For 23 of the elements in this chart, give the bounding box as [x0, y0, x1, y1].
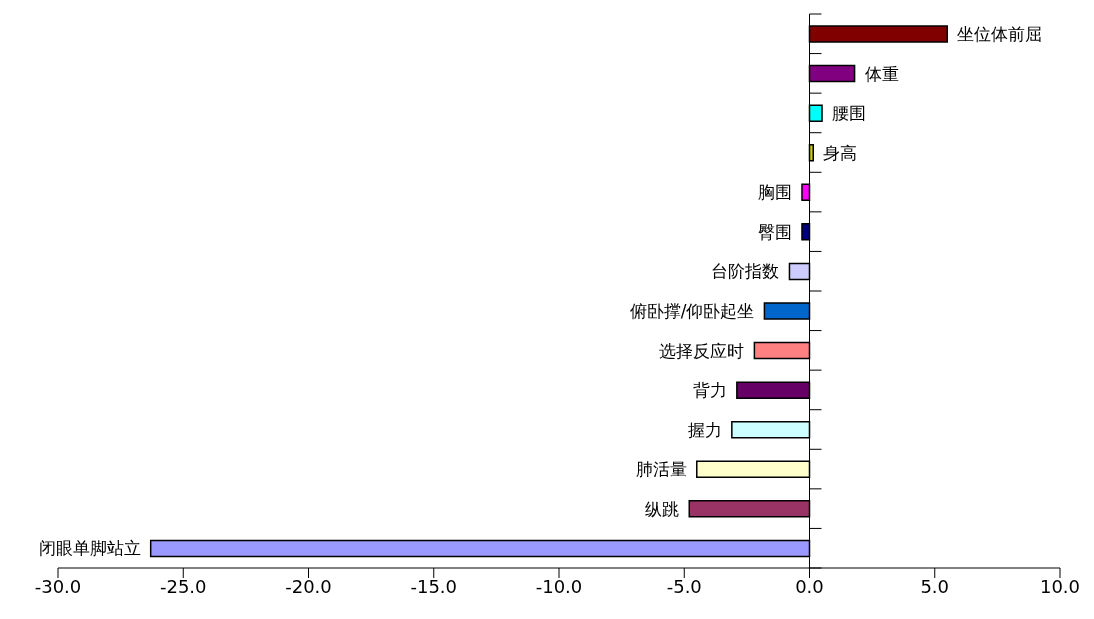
y-tick-label: 俯卧撑/仰卧起坐	[629, 300, 755, 321]
x-tick-label: 10.0	[1039, 575, 1081, 597]
y-tick-label: 选择反应时	[659, 340, 745, 361]
y-tick-label: 闭眼单脚站立	[38, 538, 141, 559]
y-tick-label: 台阶指数	[711, 261, 780, 282]
x-tick-label: 5.0	[920, 575, 950, 597]
x-tick-label: -15.0	[410, 575, 458, 597]
y-tick-label: 坐位体前屈	[957, 23, 1043, 44]
x-tick-label: -10.0	[535, 575, 583, 597]
y-tick-label: 握力	[687, 419, 722, 440]
y-tick-label: 胸围	[757, 182, 792, 203]
x-tick-label: 0.0	[795, 575, 824, 597]
y-tick-label: 肺活量	[635, 459, 687, 480]
y-tick-label: 纵跳	[645, 498, 680, 519]
x-tick-label: -30.0	[34, 575, 82, 597]
y-tick-label: 身高	[823, 142, 858, 163]
x-tick-label: -5.0	[666, 575, 702, 597]
y-tick-label: 腰围	[832, 103, 867, 124]
x-tick-label: -20.0	[285, 575, 332, 597]
y-tick-label: 臀围	[757, 221, 792, 242]
x-tick-label: -25.0	[159, 575, 207, 597]
y-tick-label: 体重	[864, 63, 899, 84]
y-tick-label: 背力	[692, 380, 727, 401]
